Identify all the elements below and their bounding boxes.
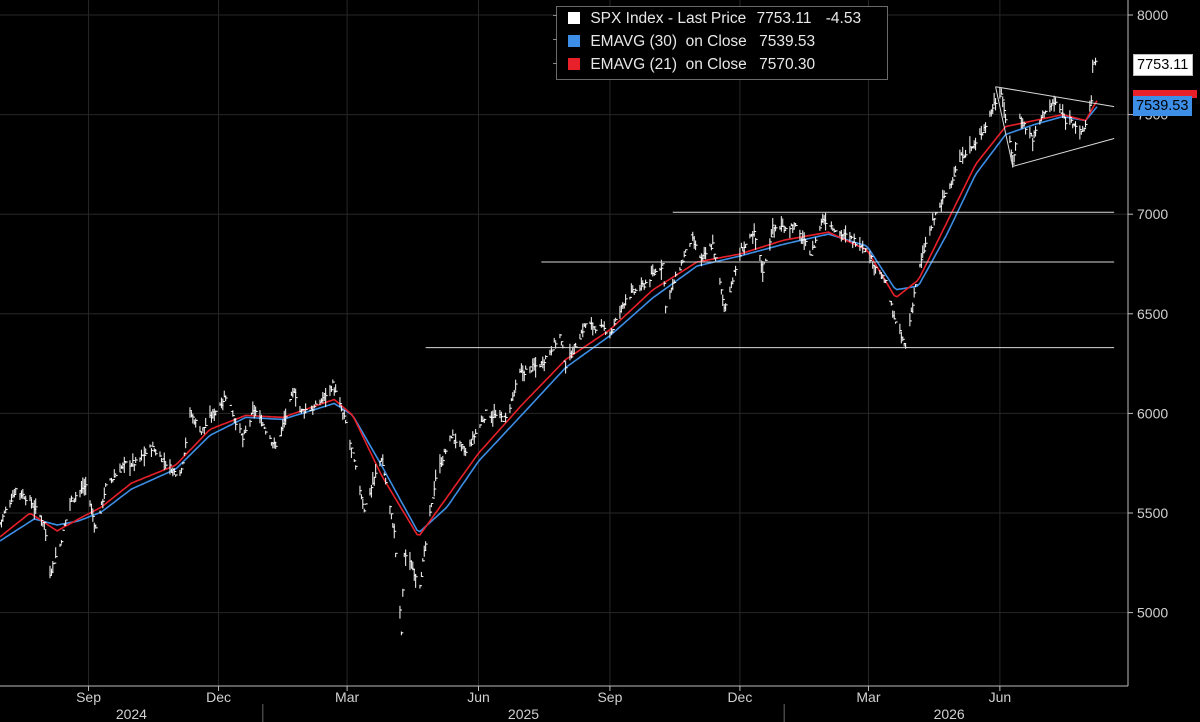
x-year-label: 2024 — [116, 706, 147, 722]
legend-label: EMAVG (21) on Close — [590, 56, 747, 73]
legend-tick — [553, 39, 557, 40]
legend-tick — [553, 63, 557, 64]
x-year-label: 2026 — [934, 706, 965, 722]
x-tick-label: Sep — [597, 689, 622, 705]
y-tick-label: 7000 — [1137, 206, 1168, 222]
legend-swatch-ema21 — [568, 58, 580, 70]
trendline — [995, 86, 1115, 108]
legend: SPX Index - Last Price 7753.11 -4.53 EMA… — [553, 6, 888, 80]
ema30-value: 7539.53 — [1136, 98, 1189, 114]
ema30-tag: 7539.53 — [1133, 96, 1193, 116]
x-tick-label: Sep — [76, 689, 101, 705]
legend-swatch-ema30 — [568, 35, 580, 47]
x-tick-label: Dec — [727, 689, 752, 705]
legend-item-price: SPX Index - Last Price 7753.11 -4.53 — [557, 7, 887, 30]
trendline — [995, 86, 1014, 167]
y-tick-label: 8000 — [1137, 7, 1168, 23]
legend-item-ema30: EMAVG (30) on Close 7539.53 — [557, 30, 887, 53]
series-price-bars — [0, 57, 1098, 636]
x-year-label: 2025 — [508, 706, 539, 722]
legend-change: -4.53 — [825, 10, 862, 27]
legend-value: 7570.30 — [759, 56, 816, 73]
last-price-tag: 7753.11 — [1133, 54, 1194, 76]
grid — [0, 0, 1128, 686]
x-tick-label: Dec — [206, 689, 231, 705]
last-price-value: 7753.11 — [1137, 57, 1189, 73]
x-tick-label: Jun — [989, 689, 1012, 705]
ema21-tag — [1133, 90, 1197, 98]
y-tick-label: 5000 — [1137, 605, 1168, 621]
legend-value: 7753.11 — [756, 10, 812, 27]
x-tick-label: Mar — [335, 689, 359, 705]
trendline — [1012, 138, 1115, 167]
x-tick-label: Mar — [856, 689, 880, 705]
legend-swatch-price — [568, 12, 580, 24]
series-ema21-line — [0, 100, 1098, 538]
legend-tick — [553, 15, 557, 16]
x-tick-label: Jun — [467, 689, 490, 705]
legend-item-ema21: EMAVG (21) on Close 7570.30 — [557, 53, 887, 76]
y-tick-label: 6500 — [1137, 306, 1168, 322]
legend-label: SPX Index - Last Price — [590, 10, 747, 27]
legend-value: 7539.53 — [759, 33, 816, 50]
y-tick-label: 6000 — [1137, 405, 1168, 421]
legend-label: EMAVG (30) on Close — [590, 33, 747, 50]
y-tick-label: 5500 — [1137, 505, 1168, 521]
